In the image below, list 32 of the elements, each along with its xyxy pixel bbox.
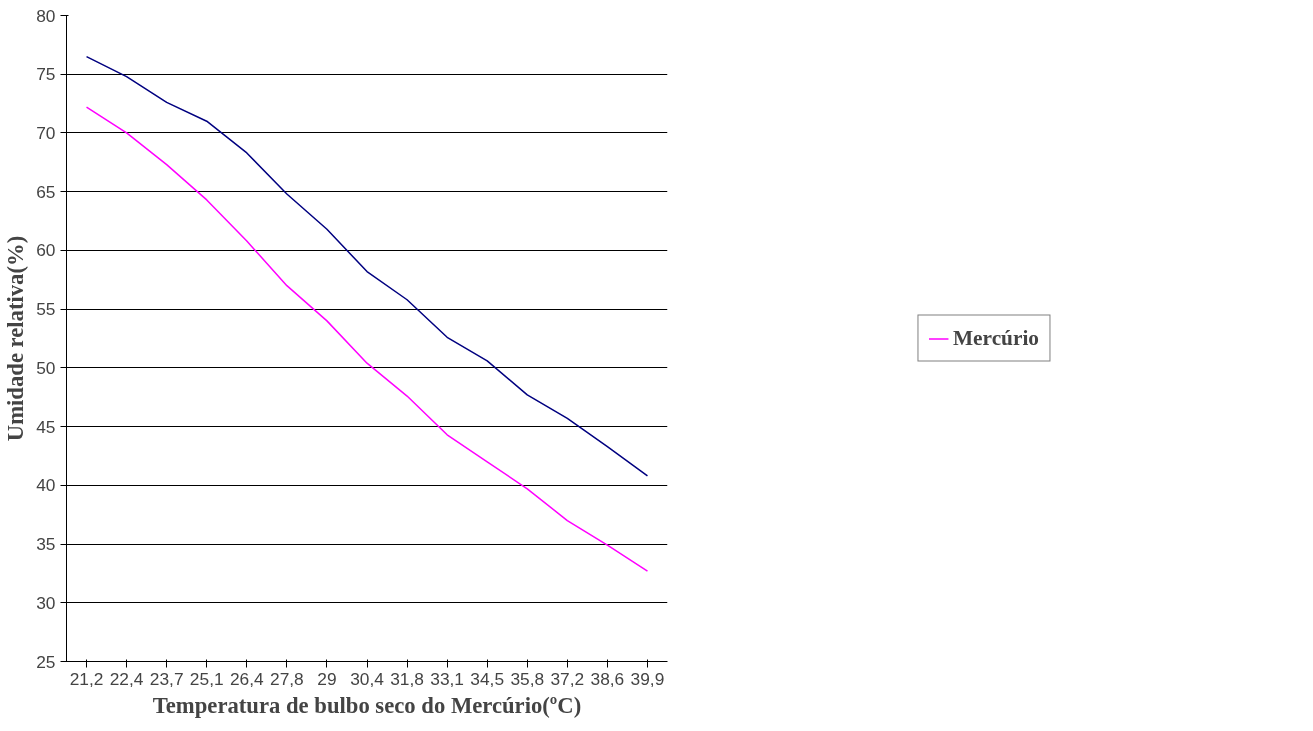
x-tick-label: 37,2 — [550, 668, 585, 689]
legend-label: Mercúrio — [952, 325, 1040, 351]
x-tick-label: 27,8 — [270, 668, 304, 689]
y-tick-label: 40 — [36, 475, 56, 496]
x-tick-label: 33,1 — [430, 668, 464, 689]
line-series — [85, 106, 649, 572]
x-tick-label: 38,6 — [590, 668, 625, 689]
x-tick-label: 25,1 — [189, 668, 224, 689]
line-series — [85, 55, 649, 477]
x-axis-title: Temperatura de bulbo seco do Mercúrio(ºC) — [152, 692, 582, 718]
x-tick-label: 35,8 — [510, 668, 545, 689]
y-tick-label: 30 — [36, 592, 56, 613]
x-tick-label: 23,7 — [149, 668, 184, 689]
y-tick-label: 55 — [36, 299, 56, 320]
y-tick-label: 70 — [36, 122, 56, 143]
x-tick-label: 22,4 — [109, 668, 144, 689]
x-tick-label: 39,9 — [630, 668, 665, 689]
y-tick-label: 45 — [36, 416, 56, 437]
y-tick-label: 75 — [36, 64, 56, 85]
x-tick-label: 21,2 — [69, 668, 104, 689]
y-tick-label: 35 — [36, 534, 56, 555]
x-tick-label: 29 — [317, 668, 337, 689]
x-tick-label: 31,8 — [390, 668, 424, 689]
x-tick-label: 34,5 — [470, 668, 505, 689]
y-tick-label: 80 — [36, 5, 56, 26]
x-tick-label: 30,4 — [350, 668, 385, 689]
y-tick-label: 60 — [36, 240, 56, 261]
y-tick-label: 65 — [36, 181, 56, 202]
y-tick-label: 25 — [36, 651, 56, 672]
y-axis-title: Umidade relativa(%) — [3, 235, 29, 442]
y-tick-label: 50 — [36, 357, 56, 378]
x-tick-label: 26,4 — [229, 668, 265, 689]
